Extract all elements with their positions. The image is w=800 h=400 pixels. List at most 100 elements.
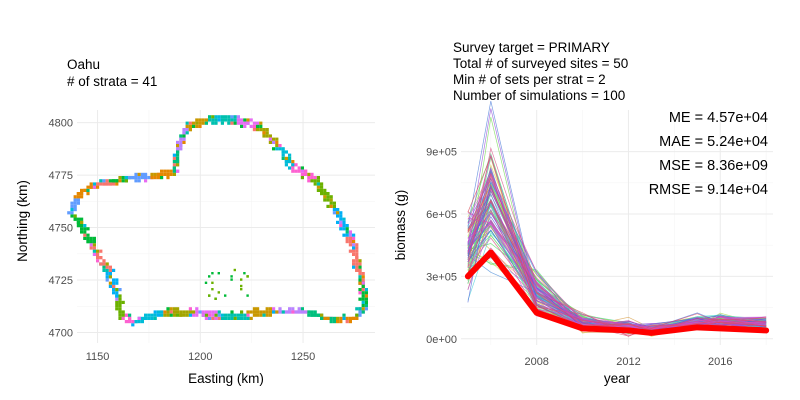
strata-cell [156,310,160,314]
strata-cell [281,310,285,314]
strata-cell [118,179,122,183]
strata-cell [80,188,84,192]
strata-cell [332,211,336,215]
line-title-line-4: Number of simulations = 100 [453,88,625,103]
strata-cell [99,182,103,186]
strata-cell [256,128,260,132]
truth-series [464,249,770,336]
strata-cell [217,310,221,314]
strata-cell [105,179,109,183]
strata-cell [163,310,167,314]
strata-cell [176,150,180,154]
strata-cell [345,227,349,231]
strata-cell [288,166,292,170]
strata-cell [86,240,90,244]
strata-cell [355,268,359,272]
strata-cell [361,294,365,298]
strata-cell [73,208,77,212]
strata-cell [80,217,84,221]
strata-cell [316,176,320,180]
strata-cell [76,201,80,205]
strata-cell [262,310,266,314]
strata-cell [115,281,119,285]
strata-cell [144,179,148,183]
strata-cell [96,256,100,260]
strata-cell [176,163,180,167]
strata-cell [182,310,186,314]
strata-cell [348,320,352,324]
strata-cell [300,166,304,170]
strata-cell [336,320,340,324]
strata-cell [233,121,237,125]
strata-cell [185,131,189,135]
map-x-tick-labels: 1150 1200 1250 [86,351,316,363]
strata-cell [179,310,183,314]
strata-cell [92,182,96,186]
strata-cell [358,310,362,314]
strata-cell [147,176,151,180]
strata-cell [352,262,356,266]
strata-cell [326,204,330,208]
strata-cell [272,140,276,144]
strata-cell [131,176,135,180]
strata-cell [128,320,132,324]
strata-cell [172,160,176,164]
strata-cell [284,160,288,164]
map-title-line-2: # of strata = 41 [67,74,157,89]
strata-cell [361,275,365,279]
map-y-tick-labels: 4700 4725 4750 4775 4800 [49,118,73,340]
strata-cell [230,316,234,320]
strata-cell [166,310,170,314]
strata-cell [195,310,199,314]
strata-cell [172,310,176,314]
strata-cell [291,169,295,173]
strata-cell [275,137,279,141]
strata-cell [332,208,336,212]
strata-cell [121,179,125,183]
strata-cell [179,140,183,144]
strata-cell [352,236,356,240]
strata-cell [246,310,250,314]
strata-cell [288,156,292,160]
strata-cell [131,320,135,324]
strata-cell [147,313,151,317]
strata-cell [288,160,292,164]
strata-cell [83,236,87,240]
strata-cell [307,176,311,180]
strata-cell [329,320,333,324]
strata-cell [105,275,109,279]
strata-cell [307,310,311,314]
strata-cell [188,128,192,132]
strata-cell [102,259,106,263]
map-gridlines [77,110,375,343]
strata-cell [265,131,269,135]
strata-cell [236,115,240,119]
strata-cell [118,316,122,320]
line-y-tick-label: 0e+00 [426,334,457,346]
strata-cell [192,310,196,314]
strata-cell [236,121,240,125]
strata-cell [355,249,359,253]
strata-cell [249,124,253,128]
strata-cell [294,310,298,314]
strata-cell [201,310,205,314]
strata-cell [76,217,80,221]
strata-cell [176,313,180,317]
strata-cell [80,220,84,224]
line-y-tick-label: 9e+05 [426,147,457,159]
strata-cell [153,313,157,317]
line-x-tick-label: 2008 [524,356,548,368]
strata-cell [339,316,343,320]
map-x-tick-label: 1200 [188,351,212,363]
strata-cell [355,313,359,317]
strata-cell [336,208,340,212]
line-x-tick-label: 2012 [616,356,640,368]
strata-cell [185,310,189,314]
strata-cell [291,163,295,167]
strata-cell [172,169,176,173]
strata-cell [281,153,285,157]
strata-cell [336,214,340,218]
strata-cell [112,284,116,288]
strata-cell [172,172,176,176]
strata-cell [364,291,368,295]
